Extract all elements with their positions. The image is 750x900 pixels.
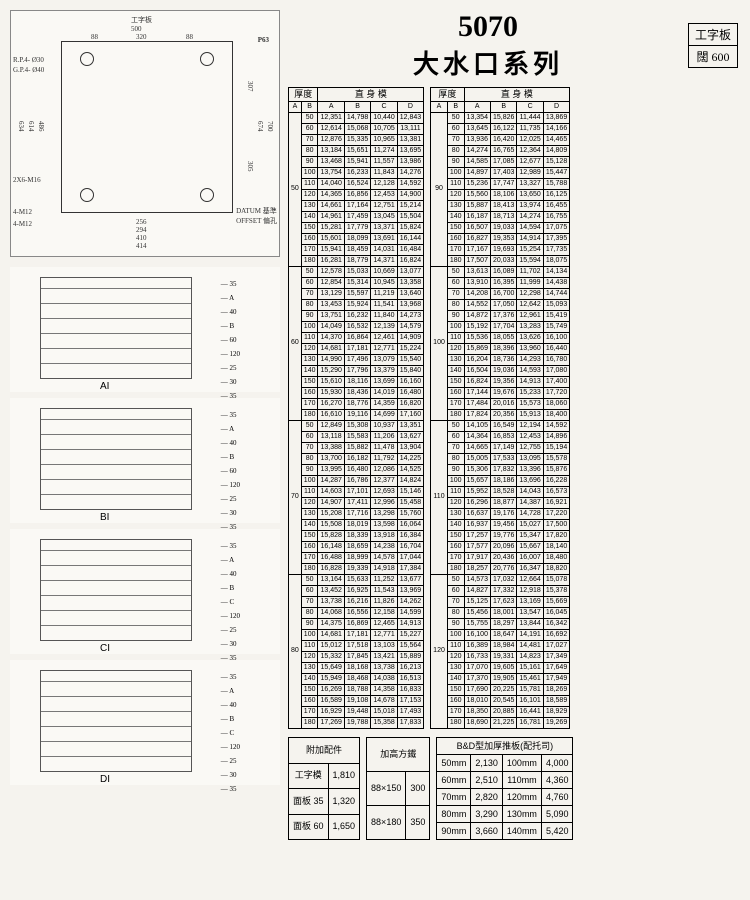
mold-sketch-BI: — 35— A— 40— B— 60— 120— 25— 30— 35BI xyxy=(10,398,280,523)
title-number: 5070 xyxy=(288,10,688,44)
addons-table: 附加配件工字模1,810面板 351,320面板 601,650 xyxy=(288,737,360,840)
spec-table-left: 厚度直 身 模ABABCD505012,35114,79810,44012,84… xyxy=(288,87,424,729)
bd-plate-table: B&D型加厚推板(配托司)50mm2,130100mm4,00060mm2,51… xyxy=(436,737,573,840)
side-info-box: 工字板 闊 600 xyxy=(688,23,738,68)
title-cn: 大水口系列 xyxy=(288,44,688,81)
mold-sketch-CI: — 35— A— 40— B— C— 120— 25— 30— 35CI xyxy=(10,529,280,654)
mold-sketch-AI: — 35— A— 40— B— 60— 120— 25— 30— 35AI xyxy=(10,267,280,392)
plan-view-diagram: 工字板 500 88 320 88 P63 R.P.4- Ø30 G.P.4- … xyxy=(10,10,280,257)
plan-top-label: 工字板 xyxy=(131,15,152,25)
spec-table-right: 厚度直 身 模ABABCD905013,35415,82611,44413,86… xyxy=(430,87,570,729)
square-iron-table: 加高方鐵88×15030088×180350 xyxy=(366,737,430,840)
mold-sketch-DI: — 35— A— 40— B— C— 120— 25— 30— 35DI xyxy=(10,660,280,785)
